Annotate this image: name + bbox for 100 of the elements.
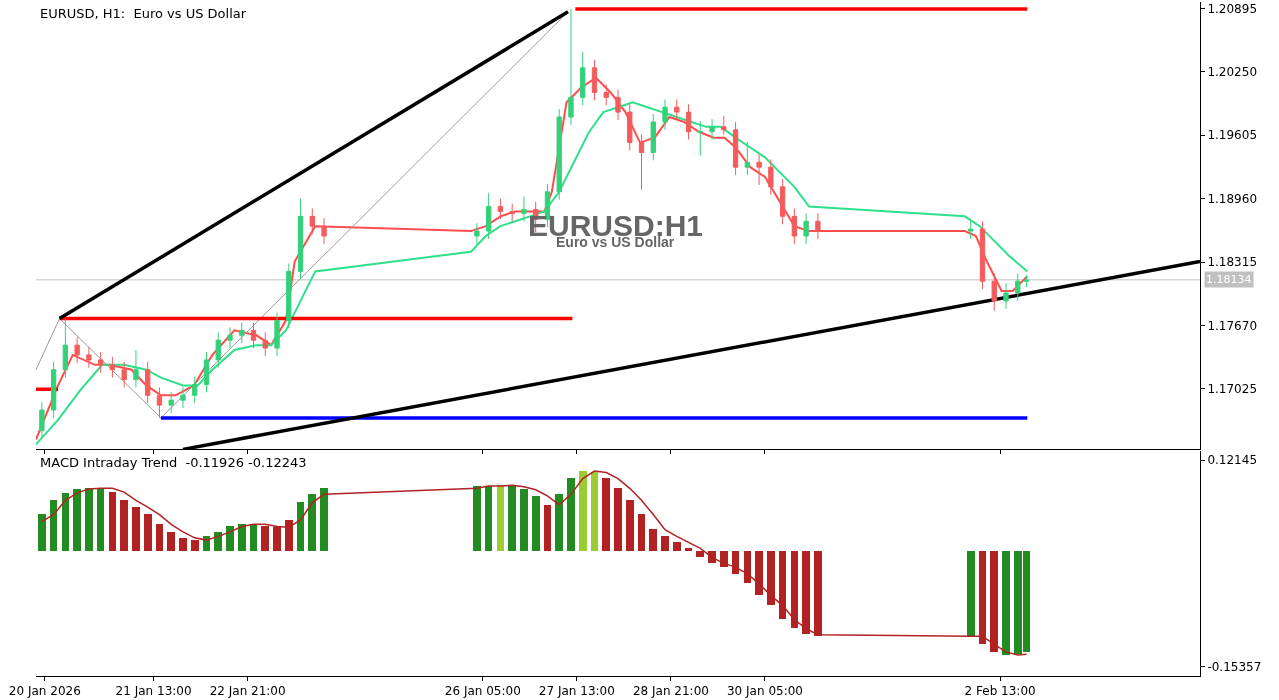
candlestick	[674, 98, 680, 121]
candlestick	[286, 263, 292, 329]
bar	[226, 526, 234, 552]
candlestick	[274, 312, 280, 357]
candlestick	[39, 401, 45, 440]
candlestick	[239, 322, 245, 344]
y-tick-label: 1.20895	[1207, 1, 1258, 16]
bar	[979, 551, 986, 645]
candlestick	[627, 103, 633, 151]
candlestick	[568, 8, 574, 126]
bar	[661, 536, 669, 552]
bar	[508, 486, 516, 552]
bar	[567, 478, 575, 552]
bar	[485, 486, 492, 552]
y-tick-label: 0.12145	[1207, 453, 1258, 468]
candlestick	[768, 158, 774, 196]
bar	[120, 500, 128, 552]
bar	[62, 493, 69, 552]
bar	[779, 551, 786, 620]
candlestick	[86, 346, 92, 369]
candlestick	[497, 198, 504, 220]
bar	[744, 551, 751, 584]
bar	[167, 532, 175, 552]
bar	[696, 551, 704, 558]
candlestick	[662, 98, 668, 131]
candlestick	[1015, 272, 1021, 302]
bar	[649, 529, 657, 552]
bar	[497, 485, 504, 552]
bar	[297, 502, 304, 552]
bar	[179, 538, 187, 552]
candlestick	[309, 207, 315, 235]
candlestick	[580, 51, 586, 106]
bar	[214, 532, 222, 552]
candlestick	[556, 108, 562, 201]
candlestick	[262, 331, 268, 357]
candlestick	[791, 207, 798, 245]
bar	[473, 486, 481, 552]
bar	[85, 488, 93, 552]
candlestick	[603, 84, 609, 106]
bar	[144, 514, 152, 552]
candlestick	[168, 391, 174, 414]
bar	[673, 542, 681, 552]
candlestick	[203, 351, 210, 393]
bar	[638, 514, 645, 552]
candlestick	[121, 361, 127, 388]
x-tick-label: 30 Jan 05:00	[726, 684, 803, 699]
candlestick	[744, 141, 750, 176]
candlestick	[145, 361, 151, 404]
candlestick	[156, 386, 163, 419]
y-tick-label: 1.18960	[1207, 191, 1258, 206]
candlestick	[968, 220, 974, 240]
candlestick	[815, 212, 821, 240]
candlestick	[227, 326, 233, 349]
candlestick	[50, 361, 57, 419]
candlestick	[74, 336, 80, 364]
bar	[544, 505, 551, 552]
candlestick	[1003, 282, 1009, 310]
candlestick	[321, 217, 327, 245]
bar	[967, 551, 975, 637]
candlestick	[803, 212, 809, 245]
candlestick	[192, 376, 198, 404]
bar	[273, 527, 281, 552]
x-tick-label: 20 Jan 2026	[8, 684, 81, 699]
y-tick-label: 1.20250	[1207, 65, 1258, 80]
candlestick	[297, 198, 304, 280]
bar	[261, 526, 269, 552]
candlestick	[509, 203, 515, 222]
bar	[685, 548, 692, 552]
candlestick	[591, 59, 598, 101]
y-tick-label: 1.17670	[1207, 318, 1258, 333]
bar	[755, 551, 763, 596]
y-tick-label: -0.15357	[1207, 659, 1262, 674]
x-tick-label: 28 Jan 21:00	[632, 684, 709, 699]
candlestick	[732, 121, 739, 176]
y-tick-label: 1.19605	[1207, 128, 1258, 143]
candlestick	[779, 178, 786, 225]
x-tick-label: 2 Feb 13:00	[964, 684, 1036, 699]
bar	[156, 524, 163, 552]
candlestick	[991, 272, 997, 312]
bar	[791, 551, 798, 629]
chart-title: EURUSD, H1: Euro vs US Dollar	[40, 6, 247, 21]
candlestick	[486, 192, 492, 240]
candlestick	[133, 349, 139, 388]
bar	[602, 478, 610, 552]
candlestick	[180, 386, 186, 409]
candlestick	[1023, 274, 1030, 288]
candlestick	[474, 222, 480, 245]
bar	[626, 500, 634, 552]
candlestick	[521, 196, 527, 222]
bar	[591, 472, 598, 552]
bar	[38, 514, 46, 552]
bar	[285, 520, 293, 552]
x-tick-label: 21 Jan 13:00	[115, 684, 192, 699]
bar	[250, 524, 257, 552]
line-series	[41, 470, 1028, 656]
candlestick	[109, 356, 116, 379]
bar	[308, 494, 316, 552]
y-tick-label: 1.18315	[1207, 255, 1258, 270]
bar	[50, 500, 57, 552]
candlestick	[98, 351, 104, 374]
